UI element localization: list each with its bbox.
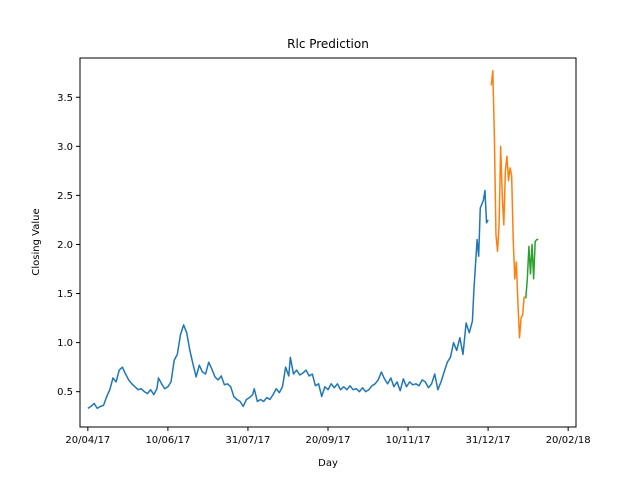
y-tick-label: 0.5 (57, 387, 73, 398)
y-tick-label: 2.0 (57, 240, 73, 251)
y-axis: 0.5 1.0 1.5 2.0 2.5 3.0 3.5 (57, 93, 80, 398)
x-tick-label: 31/12/17 (466, 435, 511, 446)
y-tick-label: 2.5 (57, 191, 73, 202)
x-tick-label: 20/09/17 (306, 435, 351, 446)
x-tick-label: 20/04/17 (65, 435, 110, 446)
y-tick-label: 3.5 (57, 93, 73, 104)
y-tick-label: 1.5 (57, 289, 73, 300)
x-tick-label: 20/02/18 (546, 435, 591, 446)
series-2-line (490, 70, 525, 339)
x-tick-label: 31/07/17 (225, 435, 270, 446)
series-3-line (525, 238, 539, 299)
x-axis: 20/04/17 10/06/17 31/07/17 20/09/17 10/11/17… (65, 427, 591, 446)
chart-title: Rlc Prediction (287, 37, 369, 51)
y-axis-label: Closing Value (31, 208, 42, 275)
series-1-line (87, 189, 489, 410)
y-tick-label: 1.0 (57, 338, 73, 349)
x-axis-label: Day (318, 458, 338, 469)
y-tick-label: 3.0 (57, 142, 73, 153)
x-tick-label: 10/11/17 (386, 435, 431, 446)
series-layer (87, 70, 539, 410)
x-tick-label: 10/06/17 (145, 435, 190, 446)
